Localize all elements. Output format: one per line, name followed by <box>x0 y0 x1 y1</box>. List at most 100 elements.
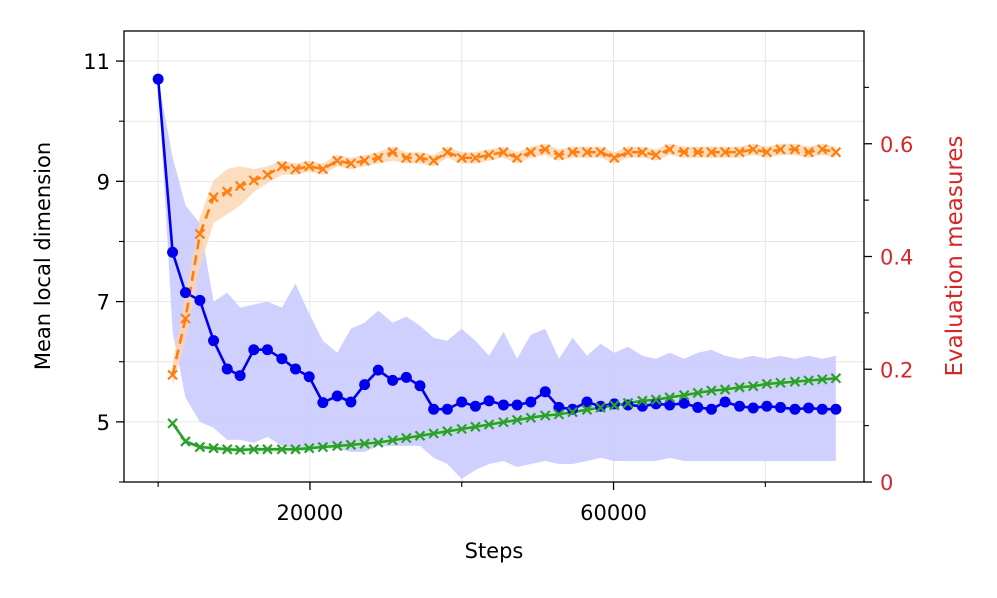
green-measure-point <box>595 402 606 413</box>
local-dimension-point <box>208 335 220 347</box>
orange-measure-point <box>734 146 745 158</box>
green-measure-point <box>414 430 426 442</box>
orange-measure-point <box>483 149 495 161</box>
local-dimension-point <box>483 395 495 407</box>
green-measure-point <box>498 416 509 428</box>
x-tick-label: 60000 <box>580 501 647 525</box>
orange-measure-point <box>194 228 206 240</box>
right-y-tick-label: 0 <box>880 471 893 495</box>
green-measure-point <box>345 439 357 451</box>
local-dimension-point <box>179 287 191 299</box>
green-measure-point <box>180 436 191 447</box>
orange-measure-point <box>650 149 662 161</box>
orange-measure-point <box>428 155 439 166</box>
green-measure-point <box>248 444 260 455</box>
local-dimension-point <box>525 396 537 408</box>
green-measure-point <box>789 376 801 387</box>
orange-measure-point <box>442 146 453 158</box>
local-dimension-point <box>719 396 731 408</box>
local-dimension-point <box>400 371 412 383</box>
local-dimension-point <box>830 403 842 415</box>
local-dimension-point <box>234 370 246 382</box>
local-dimension-point <box>511 399 523 411</box>
local-dimension-point <box>705 403 717 415</box>
local-dimension-point <box>372 364 384 376</box>
orange-measure-point <box>816 144 828 155</box>
local-dimension-point <box>789 403 801 415</box>
local-dimension-point <box>261 344 273 356</box>
orange-measure-point <box>706 146 717 158</box>
green-measure-point <box>719 384 731 395</box>
green-measure-point <box>221 444 233 455</box>
orange-measure-point <box>789 144 801 155</box>
local-dimension-point <box>152 73 164 85</box>
orange-measure-point <box>747 144 759 155</box>
green-measure-point <box>650 394 662 405</box>
green-measure-point <box>262 444 273 455</box>
orange-measure-point <box>637 146 648 158</box>
local-dimension-point <box>678 397 690 409</box>
green-measure-point <box>359 438 370 449</box>
green-measure-point <box>456 423 468 435</box>
local-dimension-point <box>387 374 399 386</box>
orange-measure-point <box>498 146 509 158</box>
green-measure-point <box>317 441 329 453</box>
orange-measure-point <box>719 146 731 158</box>
orange-measure-point <box>830 146 842 158</box>
local-dimension-point <box>664 399 676 411</box>
orange-measure-point <box>581 146 593 158</box>
green-measure-point <box>511 414 523 426</box>
green-measure-point <box>678 389 690 401</box>
green-measure-point <box>525 412 537 424</box>
local-dimension-point <box>734 400 746 412</box>
local-dimension-point <box>692 401 704 413</box>
local-dimension-point <box>469 400 481 412</box>
orange-measure-point <box>290 163 301 175</box>
orange-measure-point <box>456 152 468 164</box>
local-dimension-point <box>167 246 179 258</box>
green-measure-point <box>637 395 648 407</box>
orange-measure-point <box>331 155 343 166</box>
orange-measure-point <box>567 146 578 158</box>
right-y-axis-title: Evaluation measures <box>942 136 968 377</box>
green-measure-point <box>664 392 675 403</box>
orange-measure-point <box>775 144 786 155</box>
left-y-tick-label: 9 <box>97 170 110 194</box>
orange-measure-point <box>761 146 773 158</box>
green-measure-point <box>775 377 786 389</box>
orange-measure-point <box>234 180 246 192</box>
orange-measure-point <box>692 146 704 158</box>
orange-measure-point <box>414 152 426 164</box>
green-measure-point <box>803 375 814 386</box>
left-y-axis-title: Mean local dimension <box>31 142 55 370</box>
local-dimension-point <box>567 403 579 415</box>
orange-measure-point <box>276 161 288 172</box>
green-measure-point <box>692 387 704 399</box>
local-dimension-point <box>276 353 288 365</box>
orange-measure-band <box>172 143 836 387</box>
local-dimension-point <box>345 396 357 408</box>
left-y-tick-label: 5 <box>97 411 110 435</box>
orange-measure-point <box>372 152 384 164</box>
green-measure-point <box>581 404 593 416</box>
green-measure-point <box>747 380 759 392</box>
local-dimension-point <box>636 400 648 412</box>
green-measure-point <box>372 437 384 448</box>
green-measure-point <box>290 444 301 455</box>
green-measure-point <box>830 372 842 384</box>
green-measure-point <box>622 397 634 409</box>
orange-measure-point <box>317 163 329 175</box>
local-dimension-point <box>303 371 315 383</box>
local-dimension-point <box>331 390 343 402</box>
green-measure-point <box>428 428 439 439</box>
x-tick-label: 20000 <box>277 501 344 525</box>
green-measure-point <box>483 419 495 430</box>
green-measure-point <box>761 378 773 390</box>
local-dimension-point <box>775 401 787 413</box>
local-dimension-point <box>761 400 773 412</box>
green-measure-point <box>387 435 398 446</box>
orange-measure-point <box>248 175 260 186</box>
local-dimension-point <box>194 294 206 306</box>
local-dimension-point <box>414 380 426 392</box>
